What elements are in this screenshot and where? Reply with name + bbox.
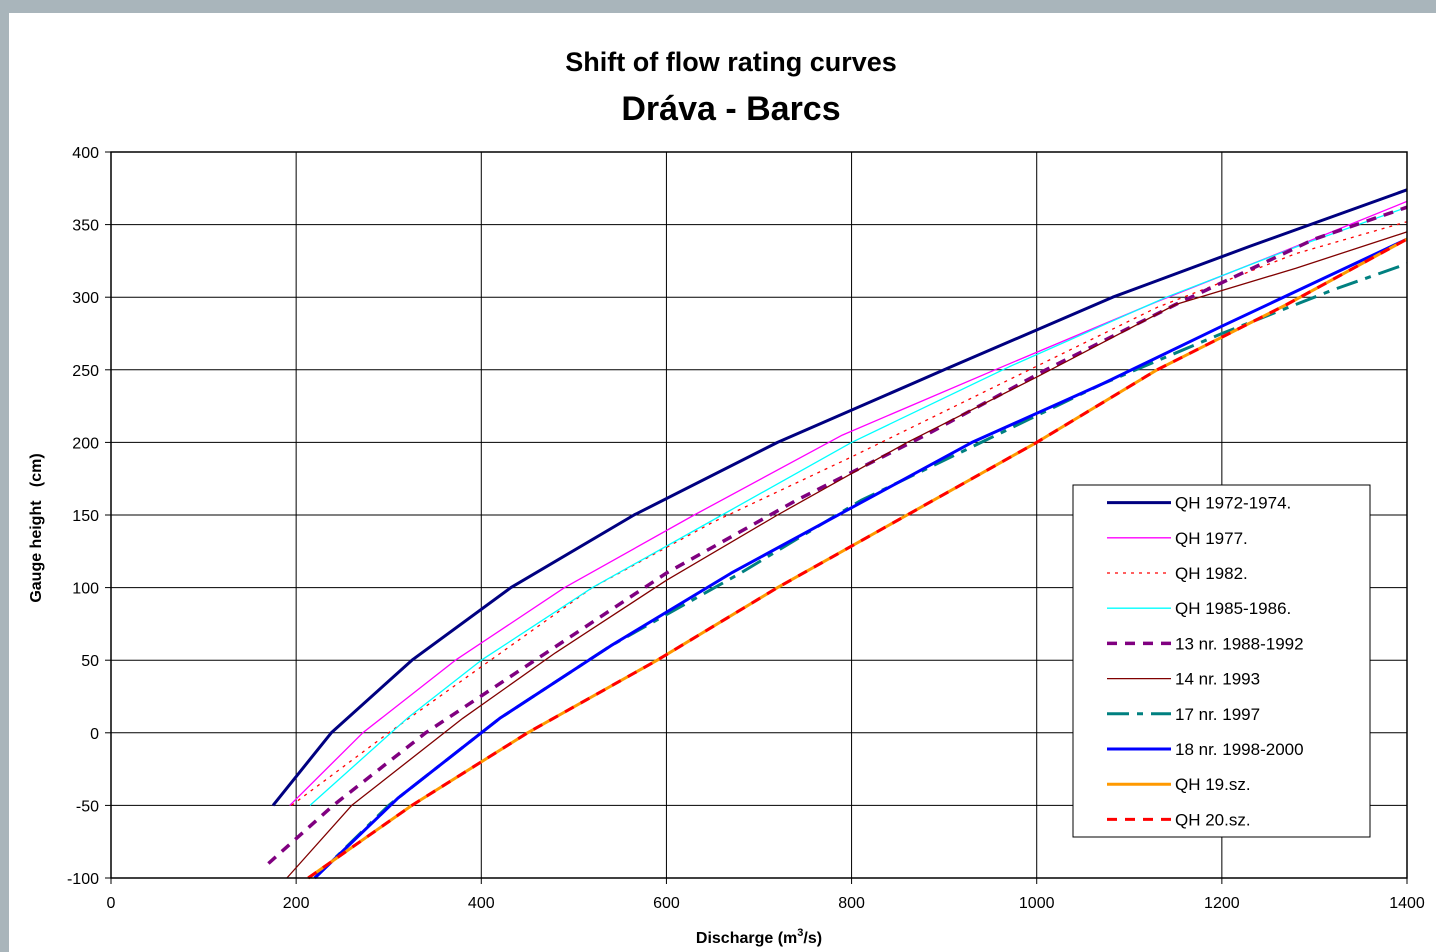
y-axis-label: Gauge height (cm) [28, 453, 45, 602]
x-axis-label-end: /s) [803, 930, 822, 947]
x-axis-label: Discharge (m3/s) [696, 927, 822, 947]
x-axis-label-sup: 3 [797, 927, 803, 939]
series-group [267, 188, 1408, 880]
legend-label: 17 nr. 1997 [1175, 705, 1260, 724]
y-tick-label: 0 [90, 726, 99, 743]
legend-label: 13 nr. 1988-1992 [1175, 634, 1304, 653]
axis-ticks: 0 200 400 600 800 1000 1200 1400 -100 -50 0 50 100 15… [67, 145, 1425, 912]
series-line [271, 188, 1408, 807]
x-axis-label-main: Discharge (m [696, 930, 797, 947]
legend-label: QH 1972-1974. [1175, 494, 1291, 513]
legend-label: QH 20.sz. [1175, 810, 1251, 829]
legend-label: QH 1977. [1175, 529, 1248, 548]
legend-label: QH 19.sz. [1175, 775, 1251, 794]
chart-frame: Shift of flow rating curves Dráva - Barc… [9, 13, 1436, 952]
y-tick-label: 150 [72, 508, 99, 525]
y-tick-label: 250 [72, 363, 99, 380]
x-tick-label: 0 [107, 895, 116, 912]
y-tick-label: 300 [72, 290, 99, 307]
series-line [313, 237, 1408, 880]
y-tick-label: 50 [81, 653, 99, 670]
legend-label: 14 nr. 1993 [1175, 670, 1260, 689]
x-tick-label: 400 [468, 895, 495, 912]
y-tick-label: 400 [72, 145, 99, 162]
legend-box [1072, 484, 1371, 838]
y-tick-label: 200 [72, 435, 99, 452]
y-tick-label: 100 [72, 581, 99, 598]
series-line [291, 221, 1408, 806]
x-tick-label: 1200 [1204, 895, 1240, 912]
y-tick-label: 350 [72, 218, 99, 235]
x-tick-label: 800 [838, 895, 865, 912]
x-tick-label: 1000 [1019, 895, 1055, 912]
chart-title: Shift of flow rating curves [565, 47, 897, 77]
chart-subtitle: Dráva - Barcs [621, 90, 840, 128]
y-tick-label: -100 [67, 871, 99, 888]
legend-label: QH 1982. [1175, 564, 1248, 583]
x-tick-label: 600 [653, 895, 680, 912]
legend-label: QH 1985-1986. [1175, 599, 1291, 618]
legend-label: 18 nr. 1998-2000 [1175, 740, 1304, 759]
x-tick-label: 200 [283, 895, 310, 912]
series-line [307, 237, 1408, 880]
series-line [286, 231, 1408, 879]
series-line [309, 206, 1408, 806]
legend: QH 1972-1974. QH 1977. QH 1982. QH 1985-198… [1072, 484, 1371, 838]
rating-curve-chart: Shift of flow rating curves Dráva - Barc… [28, 47, 1425, 947]
x-tick-label: 1400 [1389, 895, 1425, 912]
series-line [267, 205, 1408, 865]
y-tick-label: -50 [76, 798, 99, 815]
